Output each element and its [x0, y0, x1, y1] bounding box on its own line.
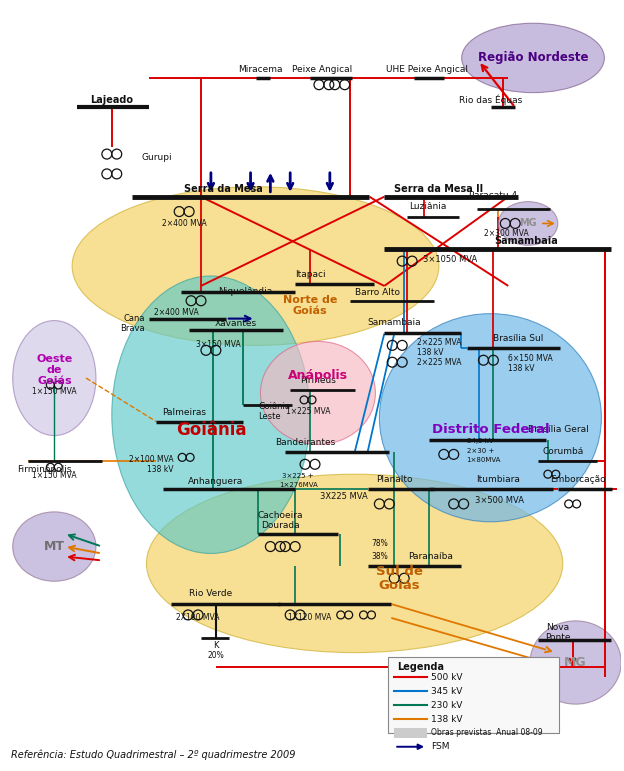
Text: 2×30 +: 2×30 + [467, 449, 494, 454]
Text: 500 kV: 500 kV [431, 673, 462, 682]
Text: 2×400 MVA: 2×400 MVA [162, 219, 207, 228]
Text: Peixe Angical: Peixe Angical [292, 66, 352, 74]
Text: Rio das Équas: Rio das Équas [459, 94, 522, 105]
Text: Paranaíba: Paranaíba [409, 552, 454, 561]
Text: Nova
Ponte: Nova Ponte [545, 624, 570, 642]
Text: 1X120 MVA: 1X120 MVA [288, 614, 332, 622]
Text: 3×225 +: 3×225 + [282, 473, 314, 480]
Text: Gurupi: Gurupi [142, 153, 172, 162]
Text: Itumbiara: Itumbiara [476, 475, 520, 483]
Text: 1×225 MVA: 1×225 MVA [286, 407, 330, 416]
Text: FSM: FSM [431, 742, 449, 751]
Text: Emborcação: Emborcação [550, 475, 605, 483]
Text: Itapaci: Itapaci [295, 270, 325, 278]
Text: Brasília Sul: Brasília Sul [493, 334, 544, 343]
Ellipse shape [147, 474, 563, 652]
Text: Miracema: Miracema [238, 66, 283, 74]
Ellipse shape [260, 342, 376, 444]
Text: K: K [213, 641, 218, 650]
Text: 1×150 MVA: 1×150 MVA [32, 388, 77, 396]
Text: 6×150 MVA: 6×150 MVA [508, 354, 553, 362]
Ellipse shape [112, 276, 310, 554]
Text: 38%: 38% [371, 552, 388, 561]
Text: 138 kV: 138 kV [431, 715, 462, 723]
Text: 2×400 MVA: 2×400 MVA [154, 308, 198, 317]
Text: Xavantes: Xavantes [215, 319, 256, 328]
Text: Goiânia
Leste: Goiânia Leste [258, 402, 291, 421]
Text: 2×225 MVA: 2×225 MVA [417, 358, 462, 367]
Text: Serra da Mesa II: Serra da Mesa II [394, 183, 484, 194]
Text: 1×150 MVA: 1×150 MVA [32, 470, 77, 480]
Text: MG: MG [564, 656, 587, 669]
Text: Corumbá: Corumbá [543, 447, 584, 456]
Text: 2×225 MVA: 2×225 MVA [417, 338, 462, 347]
Ellipse shape [72, 187, 439, 345]
Text: UHE Peixe Angical: UHE Peixe Angical [386, 66, 468, 74]
Text: Niquelândia: Niquelândia [218, 288, 272, 296]
Text: Serra da Mesa: Serra da Mesa [184, 183, 263, 194]
Bar [394, 728, 427, 738]
Ellipse shape [530, 621, 622, 704]
Text: Firminópolis: Firminópolis [17, 464, 72, 474]
Text: Samambaia: Samambaia [368, 318, 421, 327]
Text: 2×100 MVA: 2×100 MVA [129, 455, 173, 464]
Text: Região Nordeste: Região Nordeste [478, 52, 588, 65]
Text: Anápolis: Anápolis [288, 369, 348, 382]
Ellipse shape [12, 321, 96, 436]
Text: Palmeiras: Palmeiras [162, 409, 206, 417]
Text: 3X225 MVA: 3X225 MVA [319, 493, 368, 501]
Text: Distrito Federal: Distrito Federal [432, 423, 549, 436]
Text: Rio Verde: Rio Verde [189, 588, 233, 598]
Text: Planalto: Planalto [376, 475, 412, 483]
Text: Goiânia: Goiânia [176, 421, 246, 439]
Text: 78%: 78% [371, 539, 388, 548]
Text: Samambaia: Samambaia [494, 236, 558, 246]
Text: Lajeado: Lajeado [90, 95, 134, 105]
Text: Cana
Brava: Cana Brava [120, 315, 145, 333]
Text: 1×276MVA: 1×276MVA [279, 482, 318, 488]
Text: 2×300 MVA: 2×300 MVA [484, 229, 529, 238]
Text: 138 kV: 138 kV [417, 348, 444, 357]
Ellipse shape [462, 23, 605, 93]
Ellipse shape [12, 512, 96, 581]
Text: Obras previstas  Anual 08-09: Obras previstas Anual 08-09 [431, 729, 542, 737]
Text: 34,5 kV: 34,5 kV [467, 437, 493, 443]
Ellipse shape [499, 202, 558, 245]
Text: 3×1050 MVA: 3×1050 MVA [423, 254, 477, 264]
Text: 230 kV: 230 kV [431, 701, 462, 709]
Text: 345 kV: 345 kV [431, 687, 462, 695]
Text: MG: MG [519, 218, 537, 228]
Text: 2X100 MVA: 2X100 MVA [176, 614, 220, 622]
Text: 138 kV: 138 kV [147, 465, 173, 473]
Text: Oeste
de
Goiás: Oeste de Goiás [36, 355, 72, 386]
Text: MT: MT [44, 540, 65, 553]
Text: Paracatu 4: Paracatu 4 [469, 191, 517, 200]
Text: Norte de
Goiás: Norte de Goiás [283, 295, 337, 316]
Text: Legenda: Legenda [397, 662, 444, 672]
Text: Cachoeira
Dourada: Cachoeira Dourada [258, 511, 303, 530]
Text: Anhanguera: Anhanguera [188, 476, 243, 486]
Text: Sul de
Goiás: Sul de Goiás [376, 565, 422, 592]
Text: Brasília Geral: Brasília Geral [528, 425, 589, 434]
Text: Pirineus: Pirineus [300, 375, 336, 385]
Text: 1×80MVA: 1×80MVA [467, 457, 501, 463]
Text: 3×150 MVA: 3×150 MVA [196, 340, 241, 348]
Text: Luziânia: Luziânia [409, 202, 447, 211]
Text: 138 kV: 138 kV [508, 364, 535, 372]
FancyBboxPatch shape [388, 657, 558, 733]
Text: Barro Alto: Barro Alto [354, 288, 399, 298]
Text: Referência: Estudo Quadrimestral – 2º quadrimestre 2009: Referência: Estudo Quadrimestral – 2º qu… [11, 749, 295, 760]
Text: 20%: 20% [208, 651, 224, 660]
Ellipse shape [379, 314, 602, 522]
Text: Bandeirantes: Bandeirantes [275, 438, 335, 447]
Text: 3×500 MVA: 3×500 MVA [474, 497, 524, 506]
